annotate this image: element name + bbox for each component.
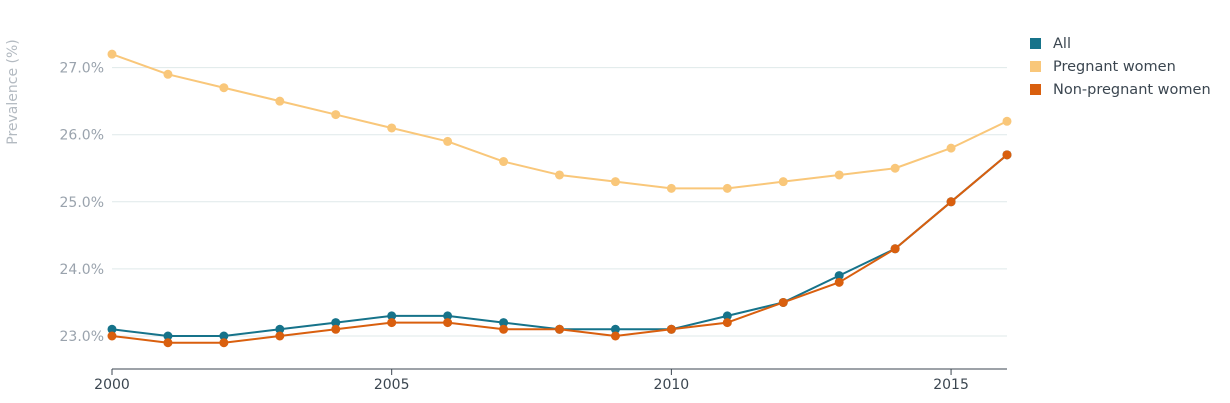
data-point (219, 83, 229, 93)
data-point (666, 324, 676, 334)
data-point (163, 338, 173, 348)
data-point (834, 170, 844, 180)
series-pregnant-women (107, 49, 1012, 193)
x-tick-label: 2005 (374, 377, 410, 393)
data-point (443, 318, 453, 328)
data-point (499, 157, 509, 167)
series-non-pregnant-women (107, 150, 1012, 348)
data-point (275, 96, 285, 106)
x-tick-label: 2015 (933, 377, 969, 393)
data-point (387, 123, 397, 133)
data-point (890, 244, 900, 254)
y-axis-title: Prevalence (%) (5, 39, 21, 145)
legend-swatch (1030, 84, 1041, 95)
data-point (219, 338, 229, 348)
legend-label: All (1053, 35, 1071, 52)
data-point (163, 69, 173, 79)
y-tick-label: 24.0% (60, 262, 104, 278)
data-point (778, 297, 788, 307)
legend-item: All (1030, 32, 1211, 55)
series-line (111, 154, 1008, 344)
data-point (834, 271, 844, 281)
data-point (499, 318, 509, 328)
legend-swatch (1030, 61, 1041, 72)
data-point (946, 143, 956, 153)
data-point (722, 311, 732, 321)
data-point (946, 197, 956, 207)
series-line (111, 154, 1008, 337)
series-line (111, 53, 1008, 190)
x-tick-label: 2010 (654, 377, 690, 393)
data-point (275, 324, 285, 334)
data-point (219, 331, 229, 341)
legend-label: Non-pregnant women (1053, 81, 1211, 98)
data-point (610, 331, 620, 341)
data-point (890, 163, 900, 173)
data-point (275, 331, 285, 341)
legend: All Pregnant women Non-pregnant women (1030, 32, 1211, 101)
data-point (834, 277, 844, 287)
data-point (107, 324, 117, 334)
data-point (443, 136, 453, 146)
legend-label: Pregnant women (1053, 58, 1176, 75)
data-point (1002, 150, 1012, 160)
data-point (722, 183, 732, 193)
data-point (331, 318, 341, 328)
data-point (778, 177, 788, 187)
y-tick-label: 26.0% (60, 128, 104, 144)
data-point (499, 324, 509, 334)
data-point (555, 324, 564, 334)
data-point (331, 324, 341, 334)
y-tick-label: 25.0% (60, 195, 104, 211)
x-axis: 2000 2005 2010 2015 (94, 368, 1007, 393)
legend-swatch (1030, 38, 1041, 49)
data-point (610, 177, 620, 187)
data-point (555, 170, 564, 180)
y-axis: 23.0% 24.0% 25.0% 26.0% 27.0% (60, 61, 104, 345)
legend-item: Pregnant women (1030, 55, 1211, 78)
legend-item: Non-pregnant women (1030, 78, 1211, 101)
data-point (107, 331, 117, 341)
data-point (163, 331, 173, 341)
data-point (610, 324, 620, 334)
data-point (666, 183, 676, 193)
data-point (387, 318, 397, 328)
x-tick-label: 2000 (94, 377, 130, 393)
data-point (722, 318, 732, 328)
y-tick-label: 23.0% (60, 329, 104, 345)
data-point (443, 311, 453, 321)
series-lines (107, 49, 1012, 348)
data-point (387, 311, 397, 321)
gridlines (112, 67, 1007, 337)
data-point (107, 49, 117, 59)
y-tick-label: 27.0% (60, 61, 104, 77)
data-point (331, 110, 341, 120)
data-point (1002, 116, 1012, 126)
